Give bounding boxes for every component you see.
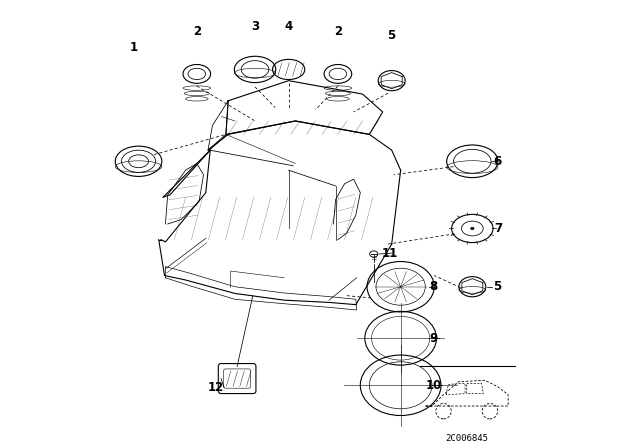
Text: 12: 12 [208, 381, 224, 394]
Text: 5: 5 [493, 280, 501, 293]
Text: 2: 2 [334, 25, 342, 38]
Text: 11: 11 [381, 246, 397, 260]
Ellipse shape [470, 227, 474, 230]
Text: 10: 10 [425, 379, 442, 392]
Text: 3: 3 [251, 20, 259, 34]
Text: 2C006845: 2C006845 [445, 434, 488, 443]
Text: 1: 1 [130, 40, 138, 54]
Text: 6: 6 [493, 155, 501, 168]
Text: 7: 7 [494, 222, 502, 235]
Text: 5: 5 [388, 29, 396, 43]
Text: 4: 4 [285, 20, 292, 34]
Text: 2: 2 [193, 25, 201, 38]
Text: 8: 8 [429, 280, 438, 293]
Text: 9: 9 [429, 332, 438, 345]
